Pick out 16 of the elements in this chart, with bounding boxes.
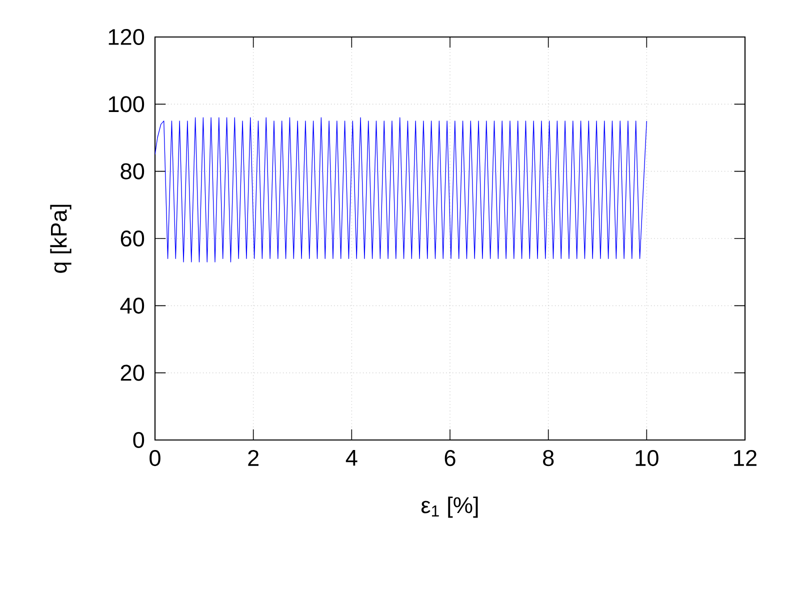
y-tick-label: 40 — [120, 298, 144, 314]
y-tick-label: 20 — [120, 364, 144, 381]
x-tick-label: 4 — [346, 450, 358, 466]
x-tick-label: 0 — [150, 450, 160, 466]
x-tick-label: 6 — [444, 450, 456, 466]
y-tick-label: 100 — [108, 96, 144, 112]
y-axis-title: q [kPa] — [50, 204, 72, 273]
y-tick-label: 80 — [120, 163, 144, 180]
x-axis-title: ε$_{1}$ [%] — [421, 496, 478, 518]
x-tick-label: 2 — [248, 450, 258, 466]
x-tick-label: 8 — [543, 450, 554, 466]
y-tick-label: 0 — [133, 432, 144, 448]
y-tick-label: 120 — [108, 28, 144, 46]
x-tick-label: 12 — [734, 450, 756, 466]
x-tick-label: 10 — [636, 450, 658, 466]
y-tick-label: 60 — [120, 230, 144, 247]
